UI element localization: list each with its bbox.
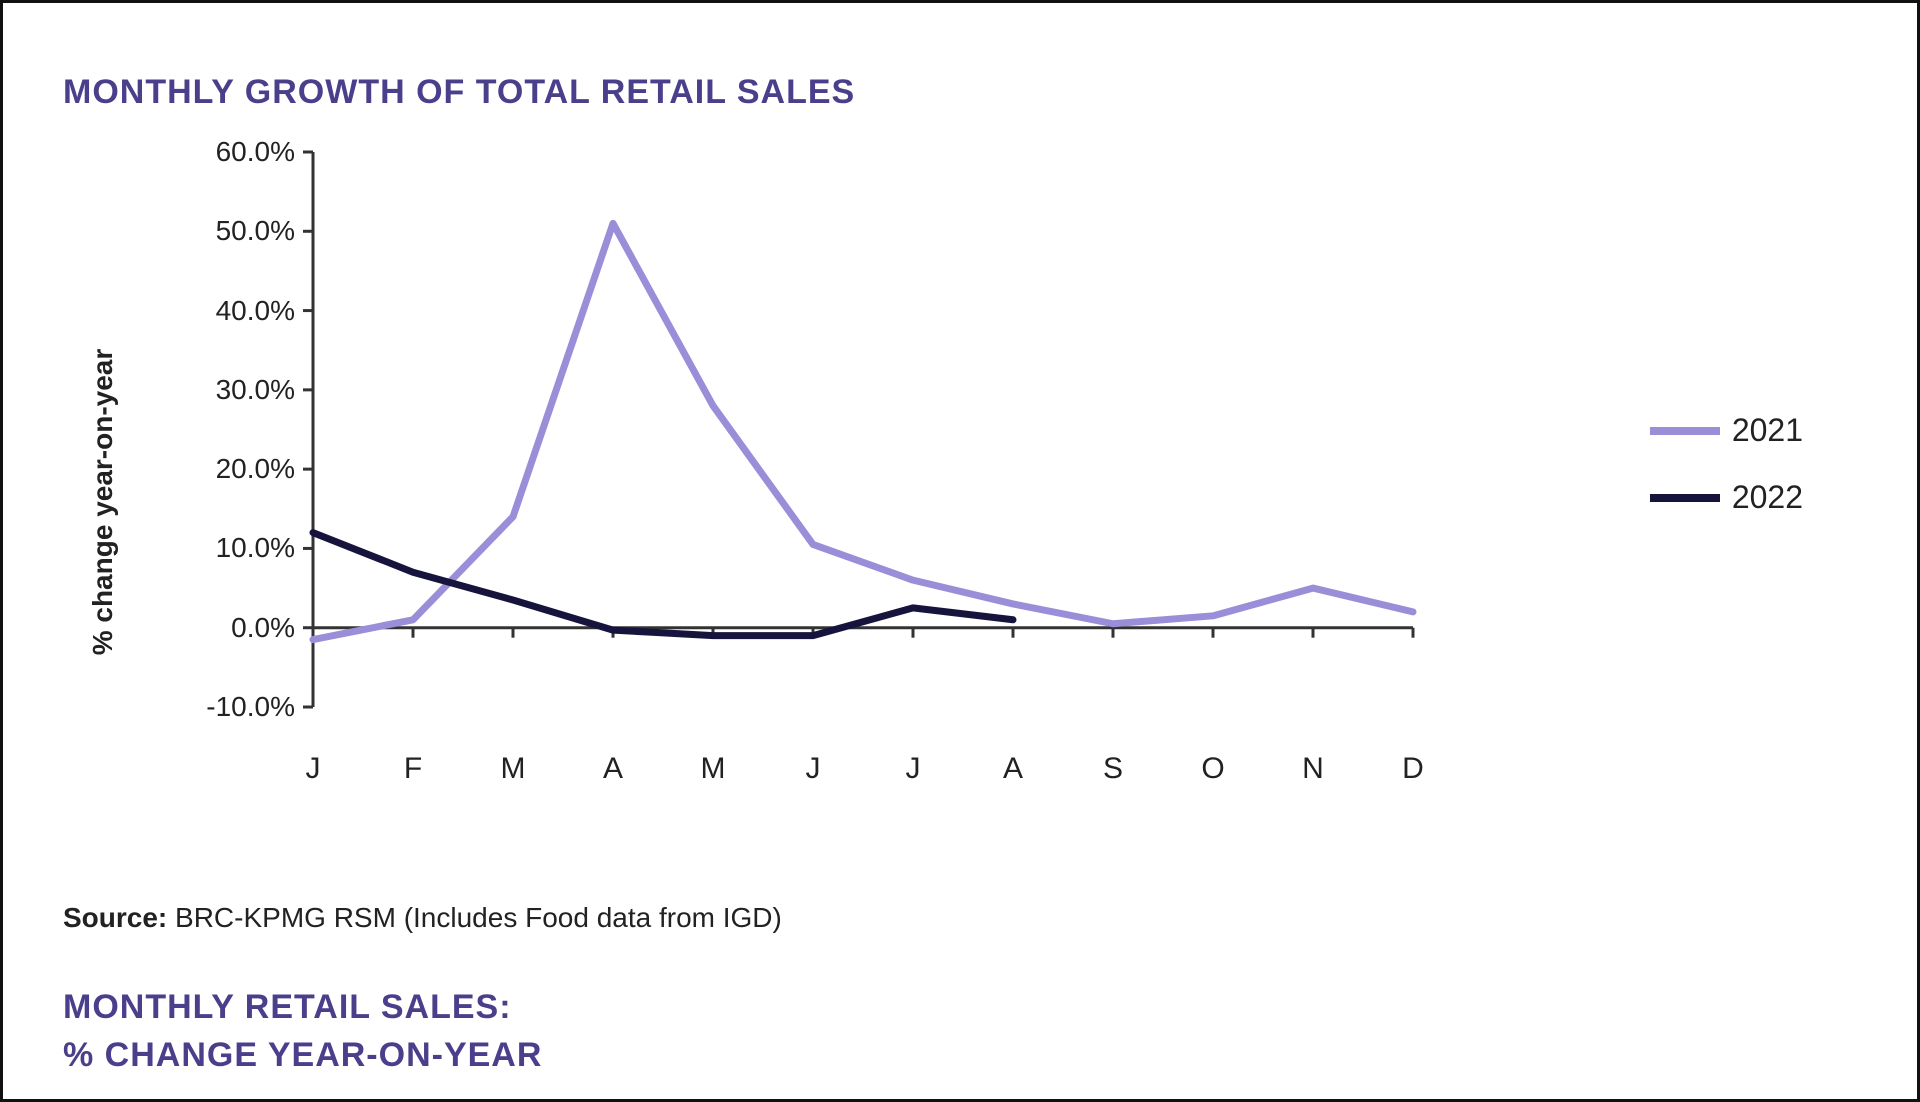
x-tick-label: M bbox=[701, 752, 726, 786]
subtitle-line-1: MONTHLY RETAIL SALES: bbox=[63, 984, 1857, 1032]
y-tick-label: 60.0% bbox=[216, 136, 295, 168]
y-tick-label: 40.0% bbox=[216, 295, 295, 327]
y-tick-label: -10.0% bbox=[206, 691, 295, 723]
legend-item: 2022 bbox=[1650, 479, 1803, 516]
legend-label: 2021 bbox=[1732, 412, 1803, 449]
x-tick-label: J bbox=[806, 752, 821, 786]
x-tick-label: O bbox=[1201, 752, 1224, 786]
subtitle: MONTHLY RETAIL SALES: % CHANGE YEAR-ON-Y… bbox=[63, 984, 1857, 1079]
y-tick-label: 30.0% bbox=[216, 374, 295, 406]
x-tick-label: A bbox=[603, 752, 623, 786]
x-tick-label: S bbox=[1103, 752, 1123, 786]
chart-title: MONTHLY GROWTH OF TOTAL RETAIL SALES bbox=[63, 73, 1857, 112]
x-tick-label: N bbox=[1302, 752, 1324, 786]
y-tick-label: 20.0% bbox=[216, 453, 295, 485]
source-label: Source: bbox=[63, 902, 167, 933]
x-tick-label: F bbox=[404, 752, 422, 786]
x-tick-label: M bbox=[501, 752, 526, 786]
x-tick-label: J bbox=[306, 752, 321, 786]
legend-item: 2021 bbox=[1650, 412, 1803, 449]
y-axis-label: % change year-on-year bbox=[87, 349, 119, 656]
x-tick-label: A bbox=[1003, 752, 1023, 786]
legend-swatch bbox=[1650, 427, 1720, 435]
chart-area: % change year-on-year 20212022 -10.0%0.0… bbox=[103, 142, 1823, 862]
subtitle-line-2: % CHANGE YEAR-ON-YEAR bbox=[63, 1032, 1857, 1080]
chart-legend: 2021 2022 bbox=[1650, 412, 1803, 546]
x-tick-label: D bbox=[1402, 752, 1424, 786]
legend-label: 2022 bbox=[1732, 479, 1803, 516]
page-container: MONTHLY GROWTH OF TOTAL RETAIL SALES % c… bbox=[0, 0, 1920, 1102]
source-line: Source: BRC-KPMG RSM (Includes Food data… bbox=[63, 902, 1857, 934]
y-tick-label: 50.0% bbox=[216, 215, 295, 247]
y-tick-label: 10.0% bbox=[216, 532, 295, 564]
source-text: BRC-KPMG RSM (Includes Food data from IG… bbox=[167, 902, 782, 933]
x-tick-label: J bbox=[906, 752, 921, 786]
y-tick-label: 0.0% bbox=[231, 612, 295, 644]
legend-swatch bbox=[1650, 494, 1720, 502]
